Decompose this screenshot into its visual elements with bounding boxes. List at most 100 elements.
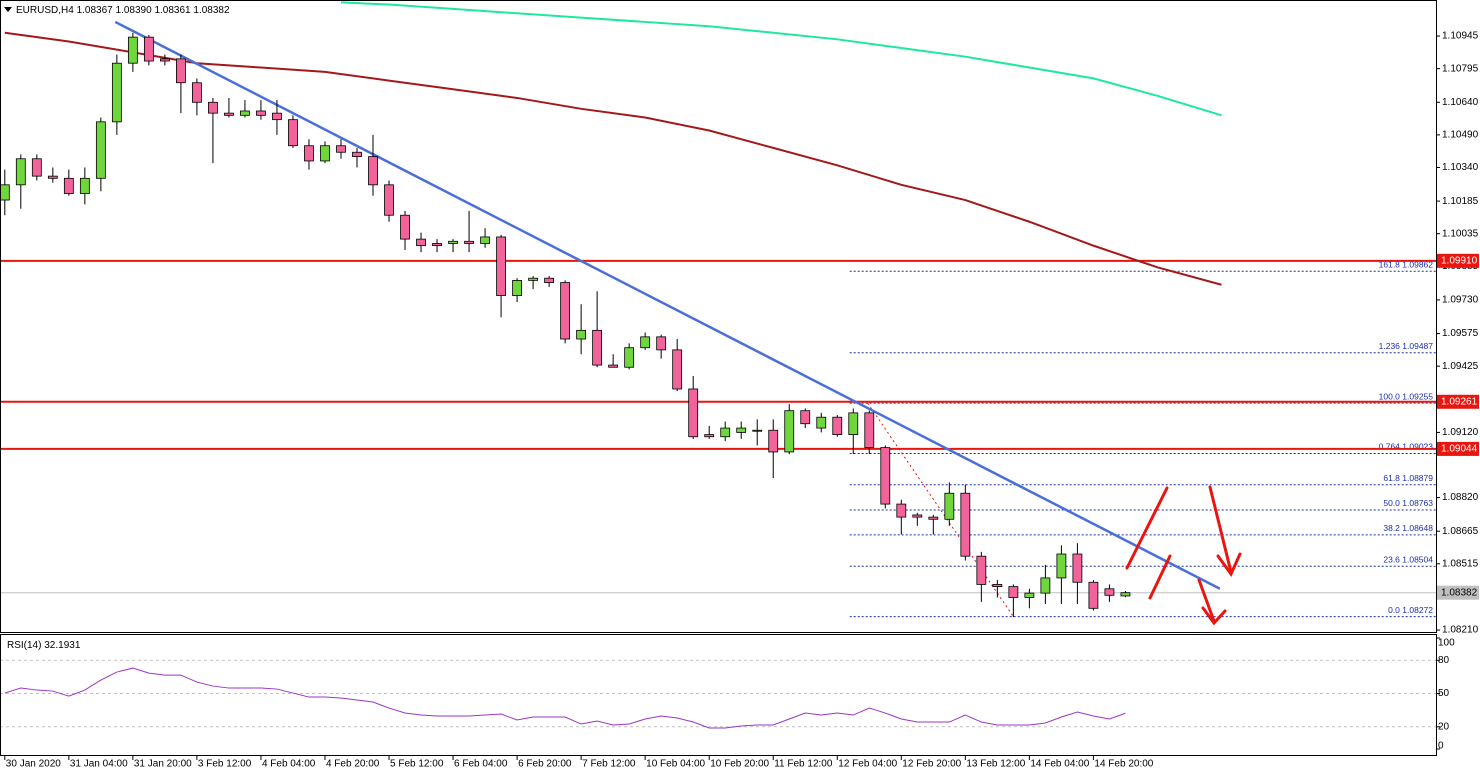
candle-body [992,584,1003,588]
candle-body [400,214,410,240]
candle-body [848,412,859,435]
candle-body [288,119,298,147]
candle-body [1120,592,1131,597]
candle-body [127,36,138,64]
x-tick-label: 14 Feb 04:00 [1030,759,1089,770]
candle-body [864,412,875,449]
y-tick-label: 1.10035 [1442,228,1479,239]
candle-body [1104,588,1115,596]
candle-body [368,156,378,186]
candle-body [95,121,106,179]
fib-label: 61.8 1.08879 [1383,473,1433,483]
x-tick-label: 6 Feb 20:00 [518,759,572,770]
symbol: EURUSD,H4 [16,5,74,16]
fib-label: 50.0 1.08763 [1383,498,1433,508]
y-tick-label: 1.08515 [1442,558,1479,569]
candle-body [912,514,923,518]
candle-body [624,347,635,368]
level-price-box [1437,253,1479,268]
candle-body [720,427,731,438]
moving-average [340,1,1222,117]
candle-body [560,282,571,340]
x-tick-label: 4 Feb 04:00 [262,759,316,770]
rsi-title: RSI(14) 32.1931 [7,640,81,651]
y-tick-label: 1.09120 [1442,427,1479,438]
fib-trend [867,402,1014,617]
candle-body [1056,553,1067,579]
x-tick-label: 3 Feb 12:00 [198,759,252,770]
candle-body [640,336,651,349]
menu-icon[interactable] [4,7,12,12]
candle-body [672,349,683,390]
candle-body [464,240,474,244]
candle-body [416,238,426,247]
candle-body [352,151,362,157]
moving-average [4,31,1222,286]
candle-body [192,82,202,103]
candle-body [79,177,90,194]
ohlc-open: 1.08367 [77,5,114,16]
candle-body [256,110,266,116]
y-tick-label: 1.10185 [1442,196,1479,207]
level-price-label: 1.09261 [1441,396,1478,407]
candle-body [896,503,907,518]
drawn-arrow [1197,578,1216,623]
fib-label: 1.236 1.09487 [1379,341,1434,351]
candle-body [304,145,314,162]
rsi-tick-label: 80 [1438,655,1450,666]
level-price-label: 1.09910 [1441,255,1478,266]
x-tick-label: 14 Feb 20:00 [1094,759,1153,770]
drawn-arrowhead [1216,552,1242,577]
x-tick-label: 7 Feb 12:00 [582,759,636,770]
rsi-value: 32.1931 [44,640,81,651]
price-pane-border [0,0,1437,633]
y-tick-label: 1.10490 [1442,130,1479,141]
drawn-stroke [1125,486,1169,570]
x-tick-label: 6 Feb 04:00 [454,759,508,770]
rsi-tick-label: 0 [1438,741,1444,752]
chart-header: EURUSD,H4 1.08367 1.08390 1.08361 1.0838… [16,5,230,16]
fib-label: 100.0 1.09255 [1379,391,1434,401]
x-tick-label: 12 Feb 20:00 [902,759,961,770]
x-tick-label: 30 Jan 2020 [6,759,61,770]
drawn-stroke [1148,554,1172,600]
rsi-tick-label: 20 [1438,721,1450,732]
level-price-box [1437,394,1479,409]
candle-body [448,240,458,244]
candle-body [63,177,74,194]
candle-body [480,236,490,244]
y-tick-label: 1.10795 [1442,63,1479,74]
candle-body [272,112,282,121]
candle-body [1008,586,1019,598]
y-tick-label: 1.09730 [1442,295,1479,306]
candle-body [320,145,330,162]
drawn-arrow [1208,485,1233,574]
candle-body [704,434,715,438]
candle-body [336,145,346,153]
ohlc-high: 1.08390 [116,5,153,16]
candle-body [832,416,843,435]
y-tick-label: 1.10640 [1442,97,1479,108]
fib-label: 38.2 1.08648 [1383,523,1433,533]
x-tick-label: 12 Feb 04:00 [838,759,897,770]
axes: 1.10945 1.10795 1.10640 1.10490 1.10340 1.101… [4,31,1479,770]
x-tick-label: 5 Feb 12:00 [390,759,444,770]
y-tick-label: 1.09575 [1442,328,1479,339]
candle-body [143,36,154,62]
candle-body [736,427,747,433]
candle-body [608,364,619,368]
candle-body [944,492,955,520]
candle-body [0,184,10,201]
candle-body [800,410,811,425]
fib-label: 161.8 1.09862 [1379,260,1434,270]
fib-label: 0.764 1.09023 [1379,442,1434,452]
rsi-pane-border [0,634,1437,756]
candle-body [1024,592,1035,598]
candle-body [816,416,827,429]
candle-body [960,492,971,557]
candle-body [544,277,555,283]
candle-body [528,277,538,281]
candle-body [1088,581,1099,609]
y-tick-label: 1.08820 [1442,492,1479,503]
